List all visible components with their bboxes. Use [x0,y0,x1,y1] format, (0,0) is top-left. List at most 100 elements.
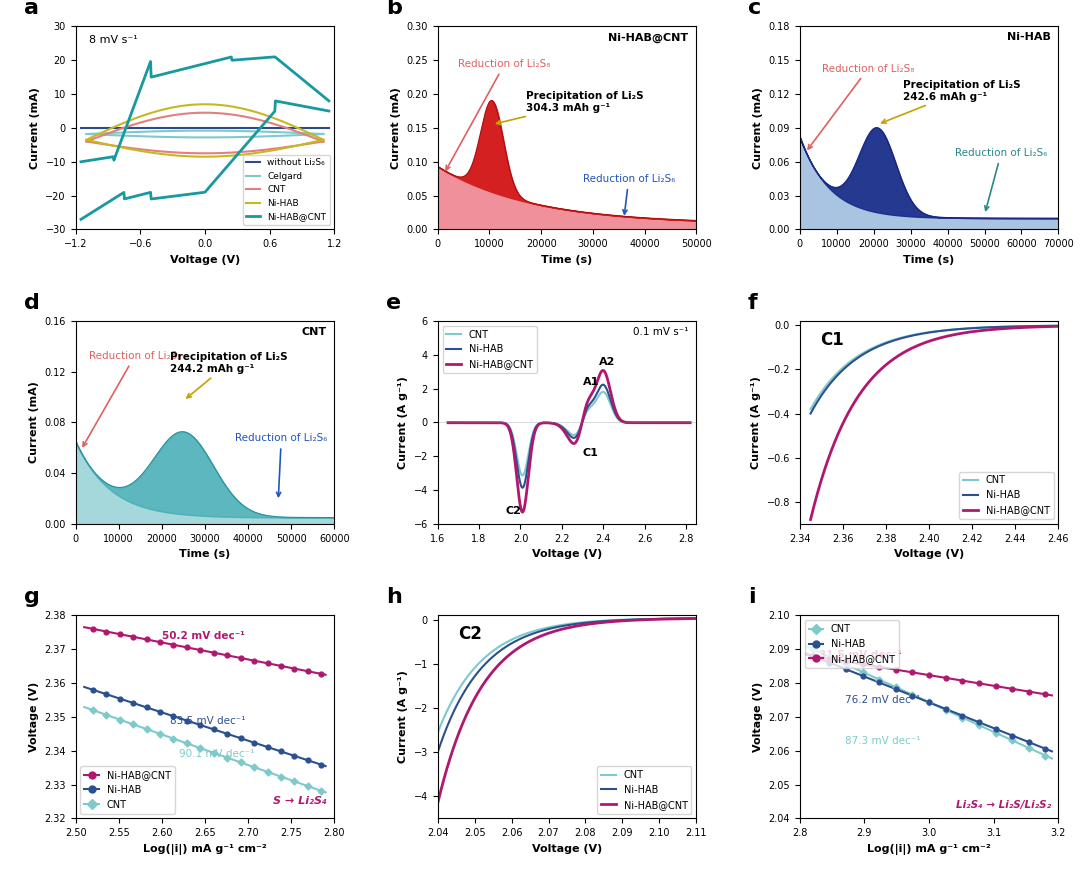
Point [804,649,821,663]
Point [151,635,168,649]
Ni-HAB [922,327,935,338]
Ni-HAB [1008,321,1021,332]
Point [299,664,316,678]
Point [272,659,289,673]
Text: i: i [748,587,756,607]
CNT [582,403,595,414]
Point [245,736,262,750]
Y-axis label: Current (mA): Current (mA) [29,381,39,464]
Point [178,714,195,728]
Point [286,774,303,788]
Point [232,755,249,769]
Ni-HAB [589,392,602,402]
Ni-HAB [805,408,818,419]
Text: C2: C2 [458,626,483,643]
Point [138,700,156,715]
Text: c: c [748,0,761,18]
Point [804,649,821,663]
Point [299,779,316,793]
Text: d: d [24,293,40,312]
Point [904,687,921,701]
Line: Ni-HAB: Ni-HAB [448,385,690,488]
Text: Reduction of Li₂S₆: Reduction of Li₂S₆ [582,174,675,214]
Line: Ni-HAB@CNT: Ni-HAB@CNT [437,619,697,803]
Ni-HAB [684,613,697,624]
CNT [596,386,609,397]
Point [854,665,872,679]
Text: h: h [386,587,402,607]
Point [937,702,955,716]
Text: e: e [386,293,401,312]
Point [887,663,904,677]
CNT [625,417,638,428]
Point [970,677,987,691]
Point [97,708,114,722]
Ni-HAB [1052,320,1065,331]
Point [313,758,330,772]
Ni-HAB [939,326,951,336]
CNT [1052,320,1065,331]
CNT [589,396,602,407]
Text: g: g [24,587,40,607]
Point [165,709,183,723]
X-axis label: Time (s): Time (s) [179,549,230,559]
Point [1037,749,1054,763]
Ni-HAB@CNT [585,619,598,629]
Line: Ni-HAB@CNT: Ni-HAB@CNT [811,326,1058,519]
Text: A2: A2 [599,357,616,367]
Text: Reduction of Li₂S₆: Reduction of Li₂S₆ [955,148,1048,210]
Point [313,667,330,681]
X-axis label: Time (s): Time (s) [904,254,955,265]
CNT [805,404,818,414]
Legend: CNT, Ni-HAB, Ni-HAB@CNT: CNT, Ni-HAB, Ni-HAB@CNT [959,472,1053,519]
Ni-HAB [650,417,663,428]
Ni-HAB [554,621,567,632]
Y-axis label: Current (A g⁻¹): Current (A g⁻¹) [751,376,761,469]
Point [124,696,141,710]
Text: Ni-HAB@CNT: Ni-HAB@CNT [608,33,689,43]
Point [111,627,129,642]
Point [286,749,303,763]
Y-axis label: Voltage (V): Voltage (V) [753,682,762,752]
Point [837,657,854,671]
Ni-HAB@CNT [582,393,595,404]
Legend: CNT, Ni-HAB, Ni-HAB@CNT: CNT, Ni-HAB, Ni-HAB@CNT [597,766,691,813]
Text: C2: C2 [505,506,522,516]
Ni-HAB@CNT [644,614,657,625]
Point [111,713,129,727]
Ni-HAB [625,417,638,428]
Point [1003,733,1021,747]
Point [165,731,183,745]
Ni-HAB@CNT [690,613,703,624]
X-axis label: Voltage (V): Voltage (V) [531,844,603,854]
CNT [1045,320,1058,331]
Legend: CNT, Ni-HAB, Ni-HAB@CNT: CNT, Ni-HAB, Ni-HAB@CNT [443,326,537,373]
Ni-HAB@CNT [922,336,935,347]
Ni-HAB@CNT [684,417,697,428]
Ni-HAB [923,327,936,338]
Ni-HAB [585,617,598,627]
Point [286,662,303,676]
Line: Ni-HAB: Ni-HAB [437,619,697,752]
Legend: without Li₂S₆, Celgard, CNT, Ni-HAB, Ni-HAB@CNT: without Li₂S₆, Celgard, CNT, Ni-HAB, Ni-… [243,155,329,225]
Ni-HAB@CNT [516,507,529,517]
Ni-HAB [555,620,568,631]
Point [151,727,168,741]
X-axis label: Log(|i|) mA g⁻¹ cm⁻²: Log(|i|) mA g⁻¹ cm⁻² [143,844,267,854]
Ni-HAB@CNT [596,365,609,376]
CNT [951,324,964,334]
Point [299,753,316,767]
Ni-HAB@CNT [939,332,951,342]
Point [245,760,262,774]
Text: Reduction of Li₂S₈: Reduction of Li₂S₈ [808,63,915,149]
Text: 8 mV s⁻¹: 8 mV s⁻¹ [89,34,137,45]
Text: Reduction of Li₂S₈: Reduction of Li₂S₈ [446,59,551,170]
CNT [644,613,657,624]
CNT [555,620,568,630]
Point [97,625,114,639]
Point [854,669,872,683]
CNT [684,613,697,624]
Text: a: a [24,0,39,18]
Point [218,649,235,663]
Point [970,715,987,730]
